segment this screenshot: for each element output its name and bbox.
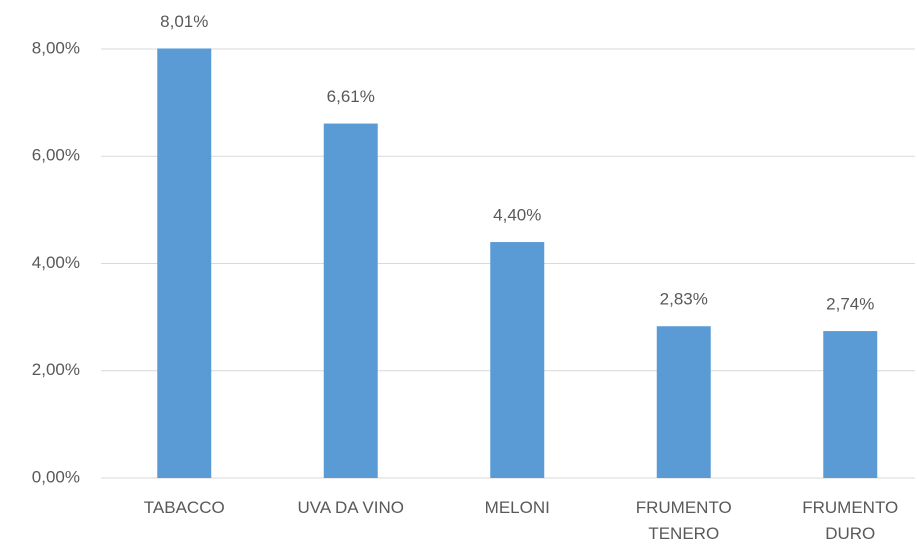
value-label: 2,83%	[660, 290, 708, 309]
value-label: 4,40%	[493, 206, 541, 225]
bar	[490, 242, 545, 478]
value-label: 6,61%	[327, 87, 375, 106]
value-label: 2,74%	[826, 295, 874, 314]
x-tick-label: FRUMENTO TENERO	[635, 498, 732, 543]
bar	[823, 331, 878, 478]
x-tick-label: FRUMENTO DURO	[802, 498, 899, 543]
value-label: 8,01%	[160, 12, 208, 31]
x-tick-label: MELONI	[484, 498, 550, 517]
y-tick-label: 6,00%	[32, 146, 80, 165]
x-tick-label: TABACCO	[143, 498, 225, 517]
x-tick-label: UVA DA VINO	[297, 498, 404, 517]
y-tick-label: 4,00%	[32, 253, 80, 272]
y-tick-label: 2,00%	[32, 360, 80, 379]
bar	[656, 326, 711, 478]
y-tick-label: 8,00%	[32, 38, 80, 57]
bar	[323, 123, 378, 478]
bar	[157, 48, 212, 479]
y-tick-label: 0,00%	[32, 467, 80, 486]
